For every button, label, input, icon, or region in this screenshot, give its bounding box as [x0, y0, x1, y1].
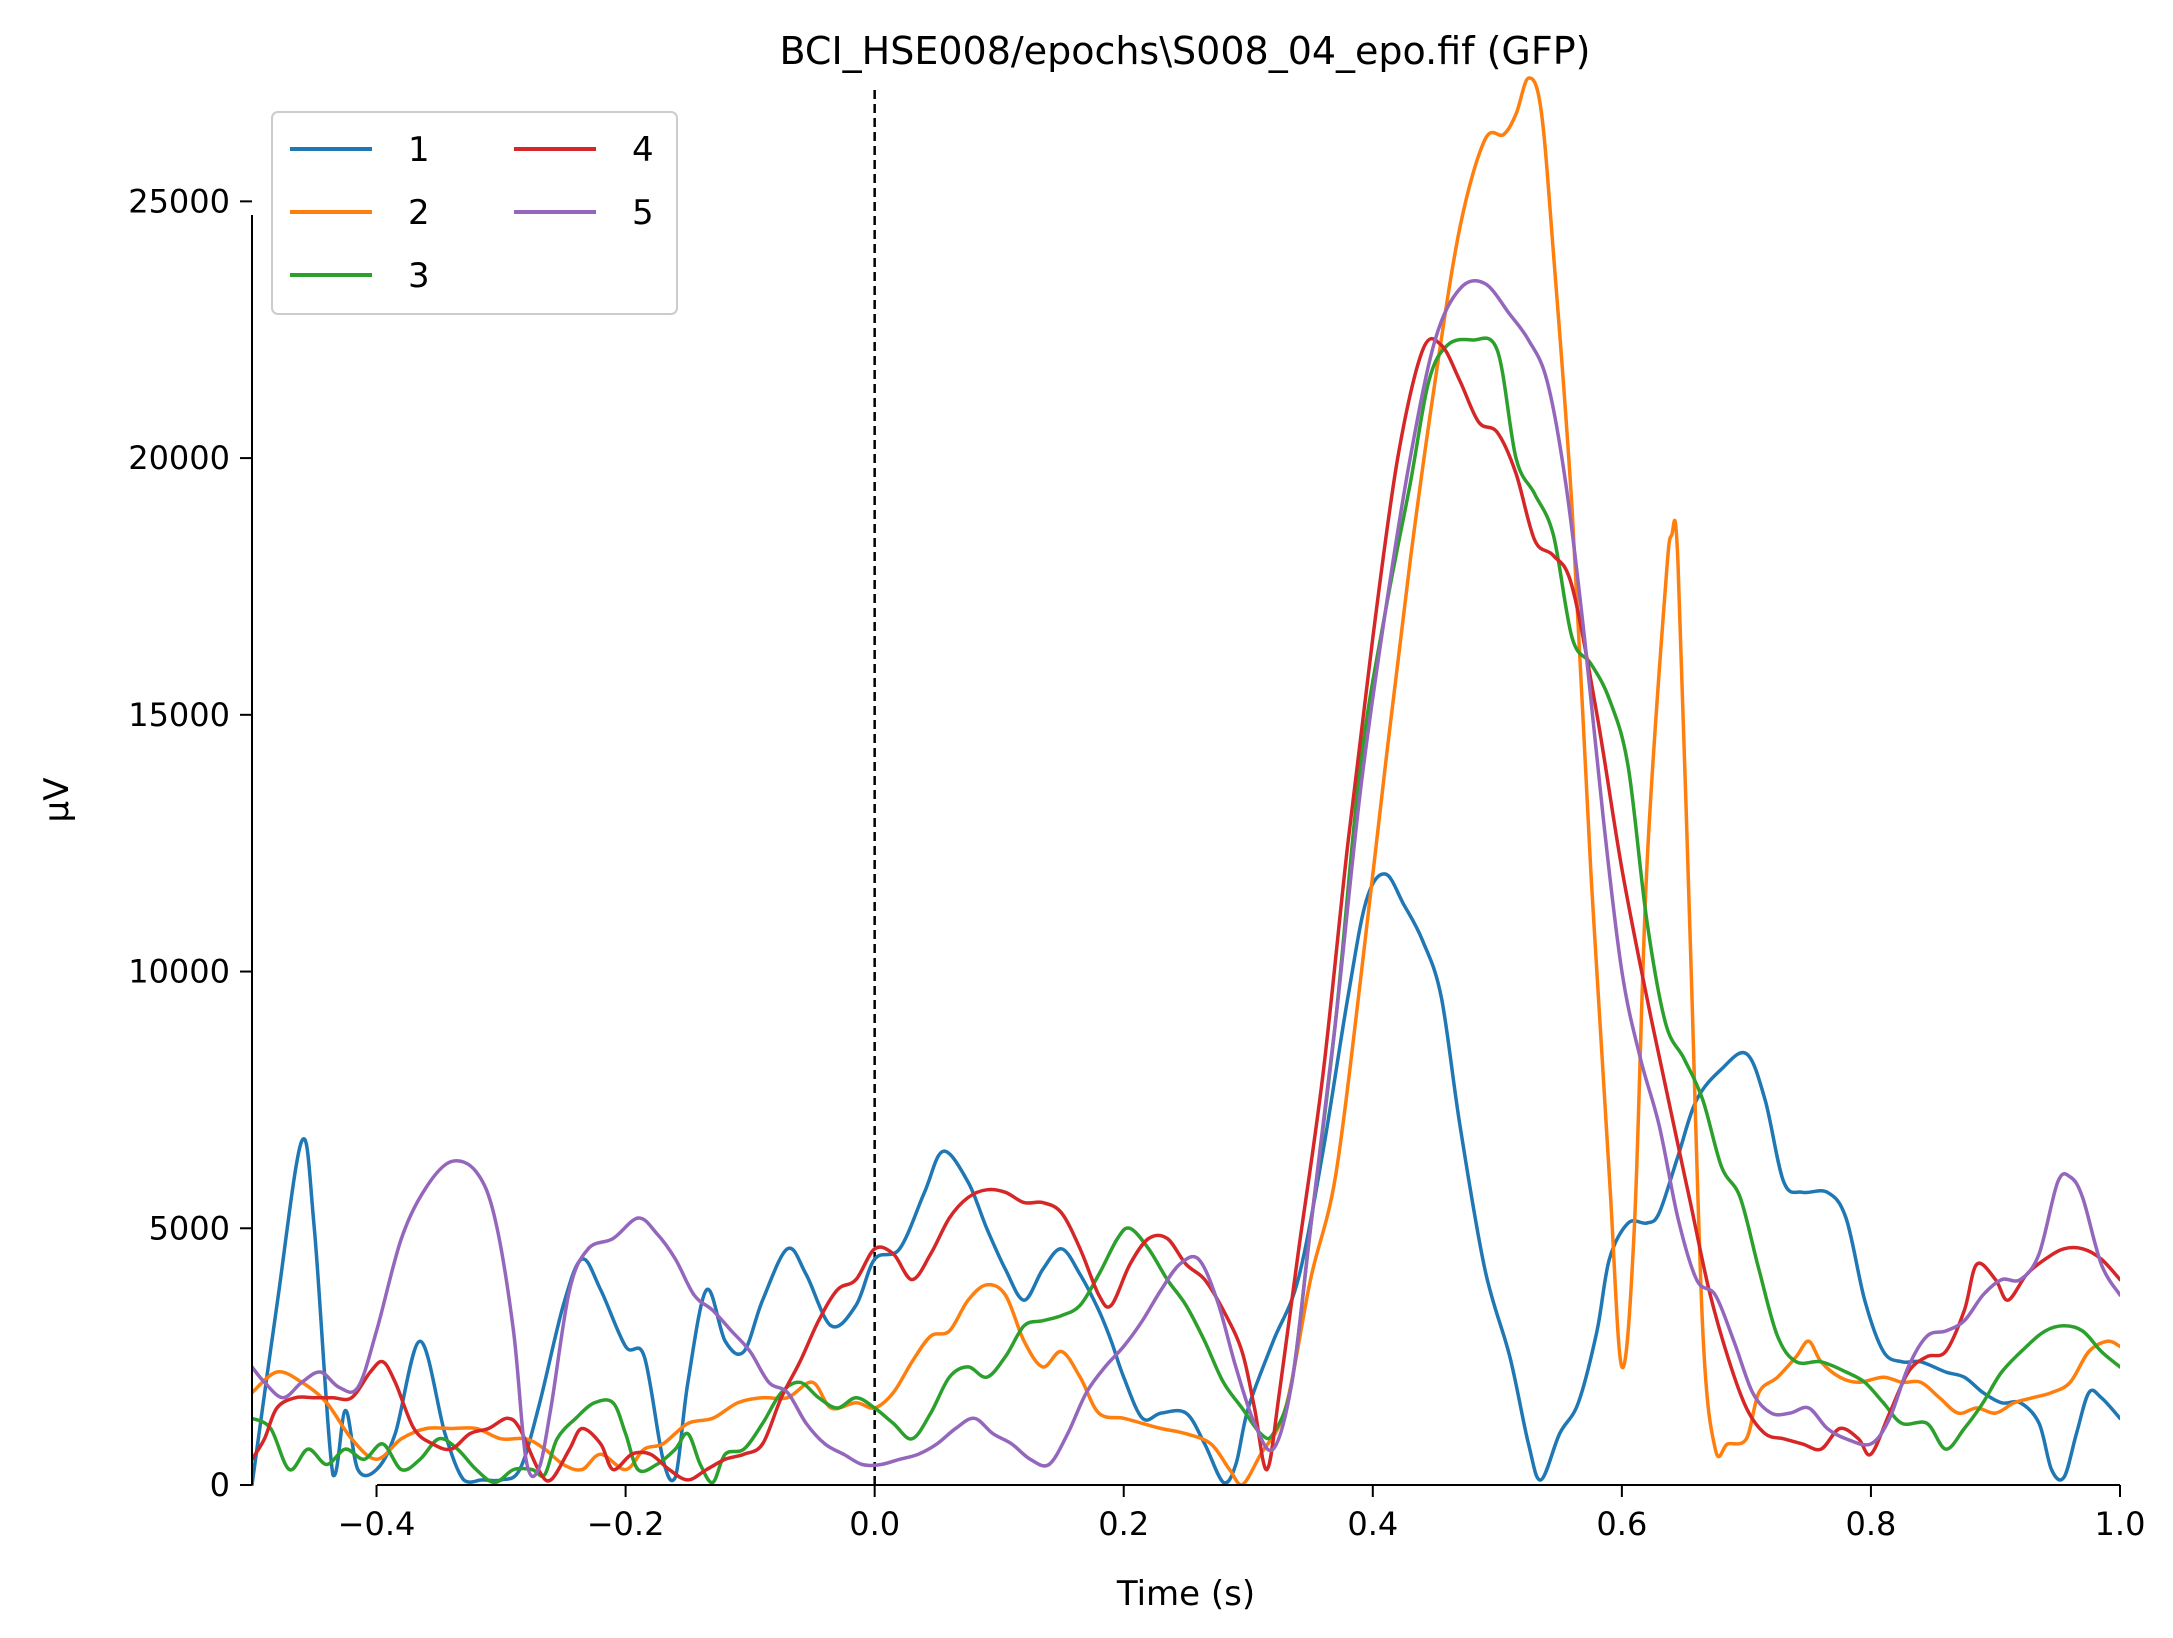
x-tick-label: 0.0 — [849, 1505, 900, 1543]
x-tick-label: 1.0 — [2095, 1505, 2146, 1543]
x-tick-label: 0.6 — [1596, 1505, 1647, 1543]
plot-area — [252, 76, 2120, 1486]
series-line-4 — [252, 336, 2120, 1483]
series-line-5 — [252, 279, 2120, 1479]
chart-title: BCI_HSE008/epochs\S008_04_epo.fif (GFP) — [780, 29, 1591, 73]
x-ticks: −0.4 −0.2 0.0 0.2 0.4 0.6 0.8 1.0 — [338, 1485, 2146, 1543]
x-tick-label: 0.4 — [1347, 1505, 1398, 1543]
y-tick-label: 5000 — [149, 1209, 230, 1247]
legend: 1 2 3 4 5 — [271, 111, 678, 315]
x-tick-label: −0.2 — [587, 1505, 665, 1543]
legend-label-5: 5 — [632, 193, 654, 233]
x-tick-label: −0.4 — [338, 1505, 416, 1543]
legend-label-3: 3 — [408, 256, 430, 296]
y-tick-label: 25000 — [128, 182, 230, 220]
x-tick-label: 0.8 — [1845, 1505, 1896, 1543]
x-tick-label: 0.2 — [1098, 1505, 1149, 1543]
legend-label-1: 1 — [408, 130, 430, 170]
y-axis-label: μV — [37, 778, 77, 823]
series-line-2 — [252, 76, 2120, 1486]
x-axis-label: Time (s) — [1116, 1574, 1255, 1614]
y-tick-label: 20000 — [128, 439, 230, 477]
y-tick-label: 0 — [210, 1466, 230, 1504]
legend-label-4: 4 — [632, 130, 654, 170]
legend-label-2: 2 — [408, 193, 430, 233]
axes — [251, 215, 2120, 1486]
legend-frame — [271, 111, 678, 315]
y-tick-label: 10000 — [128, 953, 230, 991]
y-ticks: 0 5000 10000 15000 20000 25000 — [128, 182, 252, 1504]
series-line-3 — [252, 336, 2120, 1485]
y-tick-label: 15000 — [128, 696, 230, 734]
